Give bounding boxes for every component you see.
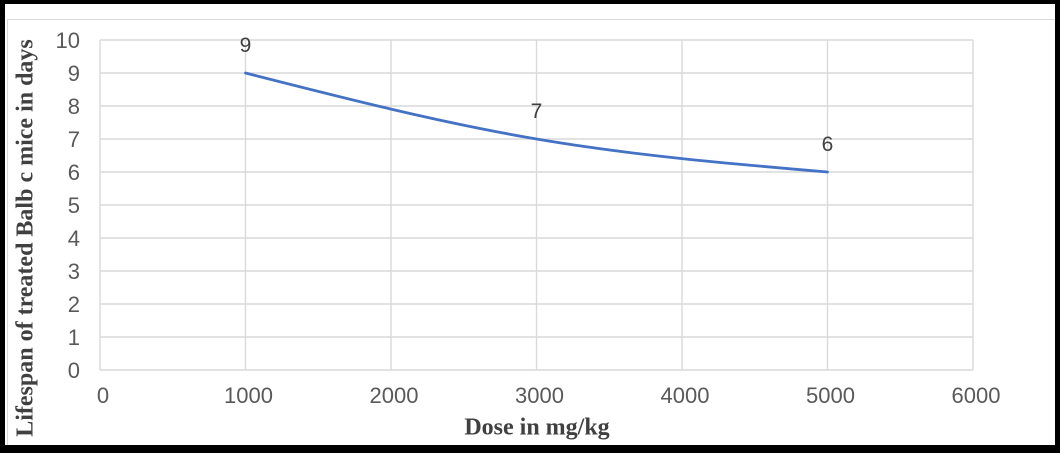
x-tick-label: 1000 — [224, 383, 273, 408]
y-tick-label: 4 — [68, 226, 80, 251]
x-tick-label: 5000 — [806, 383, 855, 408]
y-tick-label: 7 — [68, 127, 80, 152]
x-tick-label: 2000 — [370, 383, 419, 408]
series-line — [244, 71, 829, 174]
y-tick-label: 5 — [68, 193, 80, 218]
y-tick-label: 6 — [68, 160, 80, 185]
y-tick-label: 2 — [68, 292, 80, 317]
y-axis-title: Lifespan of treated Balb c mice in days — [12, 39, 39, 437]
x-tick-label: 6000 — [952, 383, 1001, 408]
y-tick-label: 9 — [68, 61, 80, 86]
x-tick-label: 4000 — [661, 383, 710, 408]
y-tick-label: 10 — [56, 28, 80, 53]
y-tick-label: 1 — [68, 325, 80, 350]
x-axis-title: Dose in mg/kg — [464, 414, 610, 441]
y-tick-label: 3 — [68, 259, 80, 284]
y-tick-label: 8 — [68, 94, 80, 119]
y-tick-label: 0 — [68, 358, 80, 383]
data-label: 6 — [822, 133, 834, 156]
data-label: 7 — [531, 100, 543, 123]
x-tick-label: 0 — [97, 383, 109, 408]
x-tick-label: 3000 — [515, 383, 564, 408]
data-label: 9 — [240, 34, 252, 57]
